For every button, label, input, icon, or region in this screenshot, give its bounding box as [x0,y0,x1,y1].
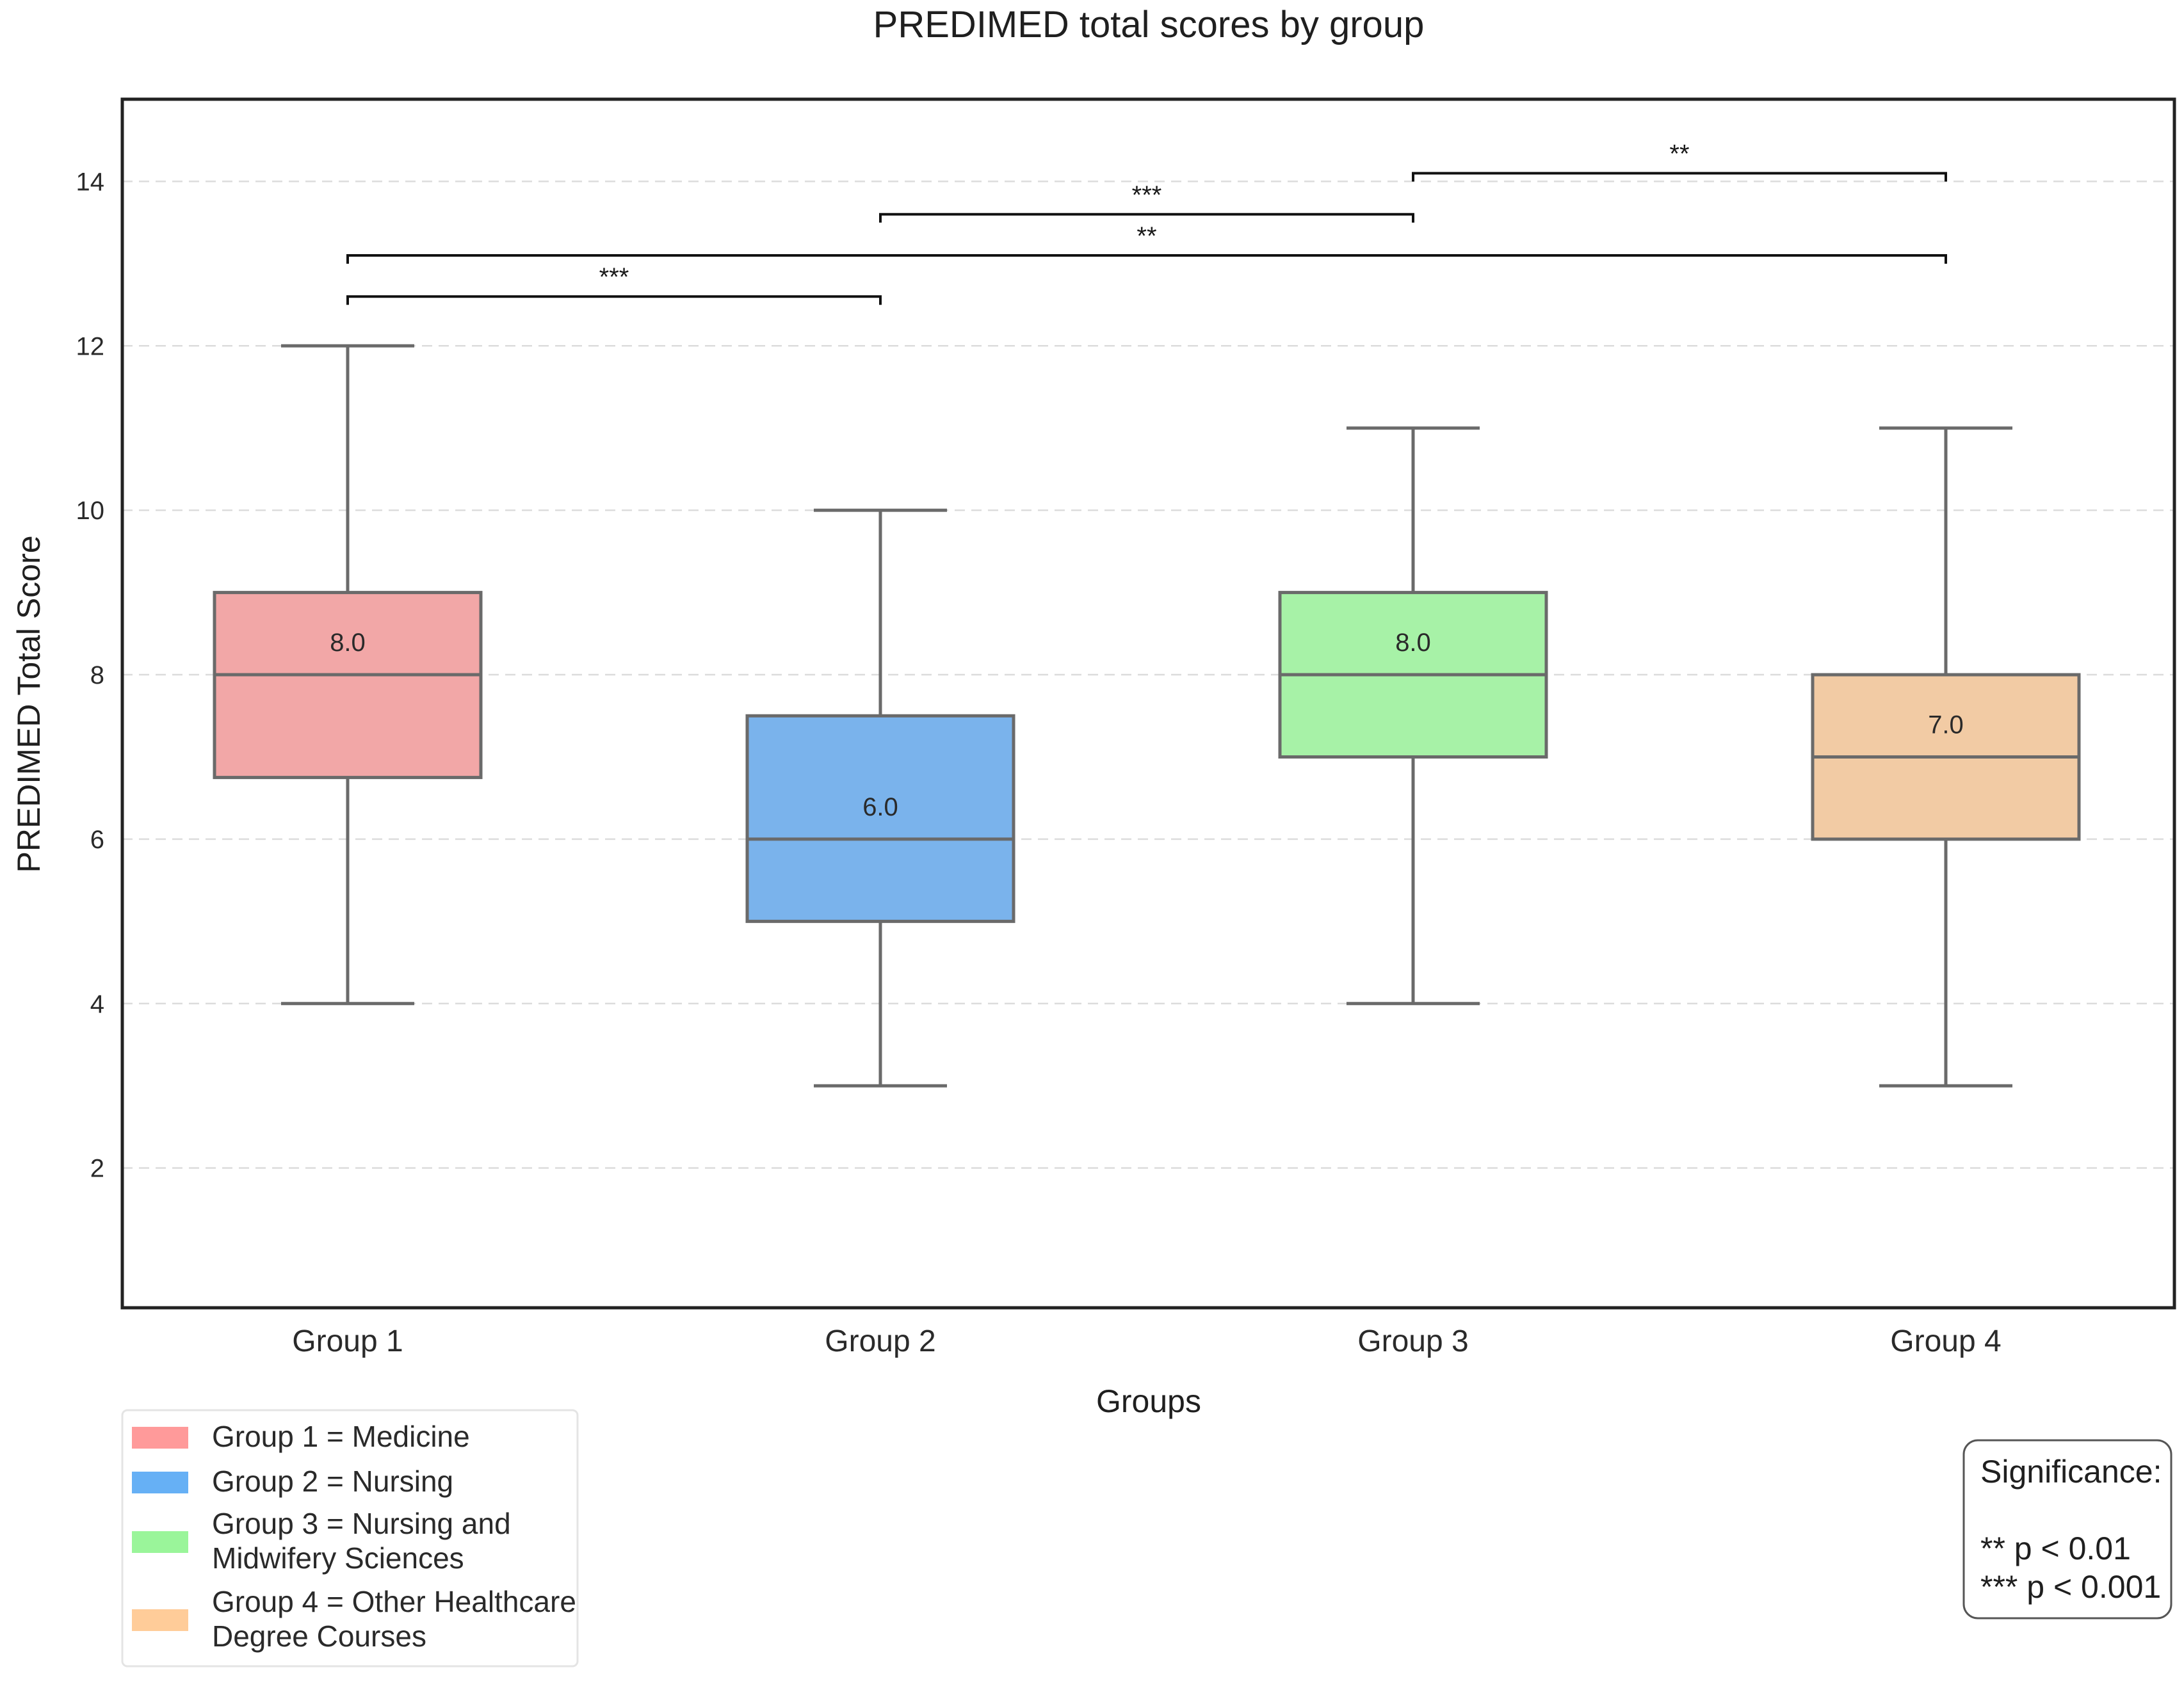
significance-box: Significance: ** p < 0.01 *** p < 0.001 [1962,1439,2172,1620]
significance-label-3: *** [1132,181,1162,209]
x-tick-label-4: Group 4 [1890,1324,2001,1358]
significance-label-2: ** [1136,222,1156,250]
legend-swatch-2 [132,1472,188,1493]
y-tick-label-8: 8 [90,661,104,689]
legend-swatch-4 [132,1609,188,1631]
y-tick-label-4: 4 [90,990,104,1018]
plot-frame [120,97,2176,1310]
legend-label-1-line-1: Group 1 = Medicine [212,1420,470,1453]
significance-box-p001: *** p < 0.001 [1980,1569,2161,1605]
x-tick-label-2: Group 2 [825,1324,935,1358]
significance-brackets: ********** [346,140,1947,305]
median-label: 8.0 [330,629,366,657]
legend: Group 1 = Medicine Group 2 = Nursing Group… [121,1409,579,1668]
legend-swatch-3 [132,1531,188,1553]
legend-label-3-line-1: Group 3 = Nursing and [212,1507,511,1540]
significance-box-frame [1962,1439,2172,1620]
significance-label-1: *** [599,263,629,291]
y-tick-label-14: 14 [76,168,105,196]
legend-label-4-line-1: Group 4 = Other Healthcare [212,1585,576,1618]
significance-bracket-4 [1412,172,1947,182]
legend-swatch-1 [132,1427,188,1449]
x-axis-label: Groups [1096,1383,1201,1419]
box-group-2: 6.0 [745,508,1015,1088]
iqr-box [213,591,483,780]
median-label: 7.0 [1928,711,1964,739]
significance-box-p01: ** p < 0.01 [1980,1531,2131,1566]
box-group-1: 8.0 [213,344,483,1006]
significance-bracket-2 [346,254,1947,264]
legend-entries: Group 1 = Medicine Group 2 = Nursing Group… [132,1420,576,1653]
y-tick-label-10: 10 [76,497,105,525]
x-tick-label-3: Group 3 [1357,1324,1468,1358]
box-group-3: 8.0 [1278,426,1548,1006]
boxes: 8.0 6.0 8.0 7.0 [213,344,2081,1088]
significance-bracket-1 [346,295,882,305]
legend-label-3-line-2: Midwifery Sciences [212,1541,464,1575]
significance-box-title: Significance: [1980,1454,2162,1490]
significance-label-4: ** [1669,140,1689,168]
median-label: 8.0 [1395,629,1431,657]
legend-label-4-line-2: Degree Courses [212,1620,426,1653]
x-tick-label-1: Group 1 [292,1324,403,1358]
legend-frame [121,1409,579,1668]
y-axis-label: PREDIMED Total Score [11,535,47,872]
y-tick-label-6: 6 [90,826,104,854]
y-tick-label-12: 12 [76,332,105,360]
significance-bracket-3 [879,213,1414,223]
median-label: 6.0 [862,793,898,821]
y-tick-label-2: 2 [90,1155,104,1183]
axis-ticks: 2 4 6 8 10 12 14 Group 1 Group 2 Group 3 Group 4 [76,168,2002,1358]
box-group-4: 7.0 [1811,426,2081,1088]
iqr-box [745,714,1015,923]
chart-title: PREDIMED total scores by group [873,4,1425,45]
legend-label-2-line-1: Group 2 = Nursing [212,1465,453,1498]
